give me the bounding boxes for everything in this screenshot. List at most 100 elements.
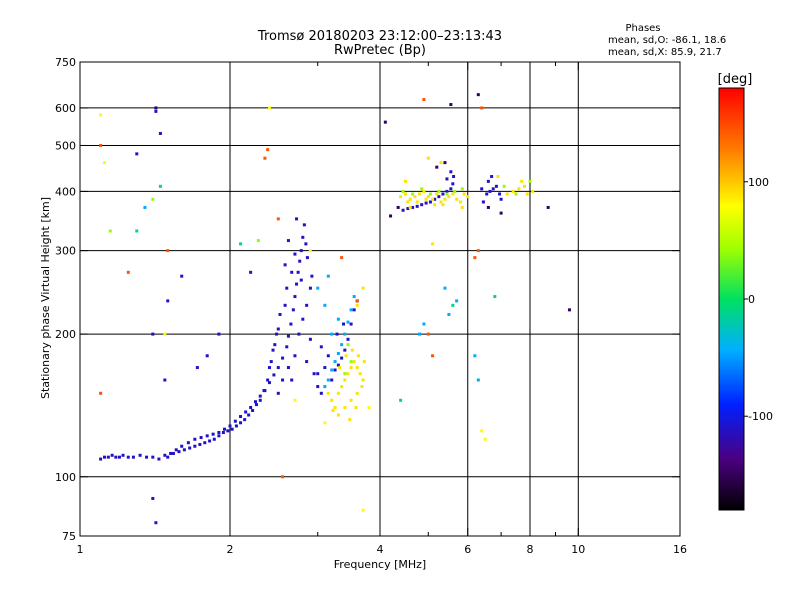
data-point bbox=[422, 189, 426, 193]
data-point bbox=[293, 252, 297, 256]
data-point bbox=[305, 360, 309, 364]
x-axis-label: Frequency [MHz] bbox=[334, 558, 426, 571]
data-point bbox=[441, 203, 445, 207]
data-point bbox=[520, 179, 524, 183]
data-point bbox=[205, 354, 209, 358]
x-tick-label: 2 bbox=[227, 543, 234, 556]
data-point bbox=[411, 192, 415, 196]
data-point bbox=[481, 200, 485, 204]
data-point bbox=[182, 448, 186, 452]
data-point bbox=[494, 184, 498, 188]
data-point bbox=[517, 187, 521, 191]
data-point bbox=[99, 113, 103, 117]
data-point bbox=[417, 332, 421, 336]
data-point bbox=[319, 391, 323, 395]
data-point bbox=[396, 205, 400, 209]
data-point bbox=[308, 249, 312, 253]
data-point bbox=[331, 408, 335, 412]
data-point bbox=[239, 242, 243, 246]
data-point bbox=[528, 179, 532, 183]
data-point bbox=[193, 444, 197, 448]
colorbar-label: [deg] bbox=[718, 72, 753, 87]
data-point bbox=[286, 334, 290, 338]
data-point bbox=[302, 223, 306, 227]
data-point bbox=[360, 385, 364, 389]
data-point bbox=[291, 308, 295, 312]
y-tick-label: 75 bbox=[62, 530, 76, 543]
data-point bbox=[349, 366, 353, 370]
data-point bbox=[343, 406, 347, 410]
data-point bbox=[157, 457, 161, 461]
data-point bbox=[426, 195, 430, 199]
data-point bbox=[203, 441, 207, 445]
data-point bbox=[295, 217, 299, 221]
data-point bbox=[286, 366, 290, 370]
data-point bbox=[352, 295, 356, 299]
data-point bbox=[447, 312, 451, 316]
data-point bbox=[199, 436, 203, 440]
chart-title: Tromsø 20180203 23:12:00–23:13:43 bbox=[257, 29, 502, 44]
data-point bbox=[266, 378, 270, 382]
data-point bbox=[466, 195, 470, 199]
data-point bbox=[451, 182, 455, 186]
data-point bbox=[275, 332, 279, 336]
data-point bbox=[283, 263, 287, 267]
data-point bbox=[455, 299, 459, 303]
data-point bbox=[188, 446, 192, 450]
data-point bbox=[431, 242, 435, 246]
data-point bbox=[154, 109, 158, 113]
data-point bbox=[166, 455, 170, 459]
data-point bbox=[431, 354, 435, 358]
data-point bbox=[174, 448, 178, 452]
data-point bbox=[343, 378, 347, 382]
data-point bbox=[525, 192, 529, 196]
data-point bbox=[299, 278, 303, 282]
data-point bbox=[449, 103, 453, 107]
data-point bbox=[498, 192, 502, 196]
data-point bbox=[326, 274, 330, 278]
y-tick-label: 750 bbox=[55, 56, 76, 69]
data-point bbox=[285, 345, 289, 349]
data-point bbox=[135, 229, 139, 233]
data-point bbox=[424, 197, 428, 201]
data-point bbox=[435, 165, 439, 169]
data-point bbox=[316, 372, 320, 376]
data-point bbox=[143, 205, 147, 209]
y-tick-label: 600 bbox=[55, 102, 76, 115]
y-axis-ticks: 75 100 200 300 400 500 600 750 bbox=[55, 56, 680, 543]
data-point bbox=[114, 455, 118, 459]
data-point bbox=[316, 286, 320, 290]
data-point bbox=[171, 451, 175, 455]
data-point bbox=[163, 378, 167, 382]
data-point bbox=[126, 270, 130, 274]
data-point bbox=[411, 205, 415, 209]
data-point bbox=[290, 378, 294, 382]
data-point bbox=[323, 303, 327, 307]
data-point bbox=[445, 189, 449, 193]
data-point bbox=[343, 332, 347, 336]
data-point bbox=[473, 256, 477, 260]
data-point bbox=[151, 197, 155, 201]
data-point bbox=[330, 378, 334, 382]
data-point bbox=[514, 192, 518, 196]
chart-subtitle: RwPretec (Bp) bbox=[334, 43, 426, 58]
data-point bbox=[426, 332, 430, 336]
data-point bbox=[443, 161, 447, 165]
data-point bbox=[166, 249, 170, 253]
data-point bbox=[298, 259, 302, 263]
data-point bbox=[330, 398, 334, 402]
x-tick-label: 6 bbox=[464, 543, 471, 556]
data-point bbox=[226, 429, 230, 433]
data-point bbox=[276, 366, 280, 370]
data-point bbox=[511, 189, 515, 193]
data-point bbox=[110, 453, 114, 457]
data-point bbox=[343, 348, 347, 352]
phase-box-line-x: mean, sd,X: 85.9, 21.7 bbox=[608, 47, 722, 58]
data-point bbox=[276, 327, 280, 331]
data-point bbox=[449, 170, 453, 174]
data-point bbox=[567, 308, 571, 312]
data-point bbox=[323, 385, 327, 389]
data-point bbox=[163, 453, 167, 457]
data-point bbox=[433, 197, 437, 201]
